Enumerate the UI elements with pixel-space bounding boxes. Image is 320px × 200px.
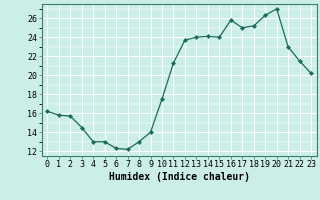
X-axis label: Humidex (Indice chaleur): Humidex (Indice chaleur) xyxy=(109,172,250,182)
